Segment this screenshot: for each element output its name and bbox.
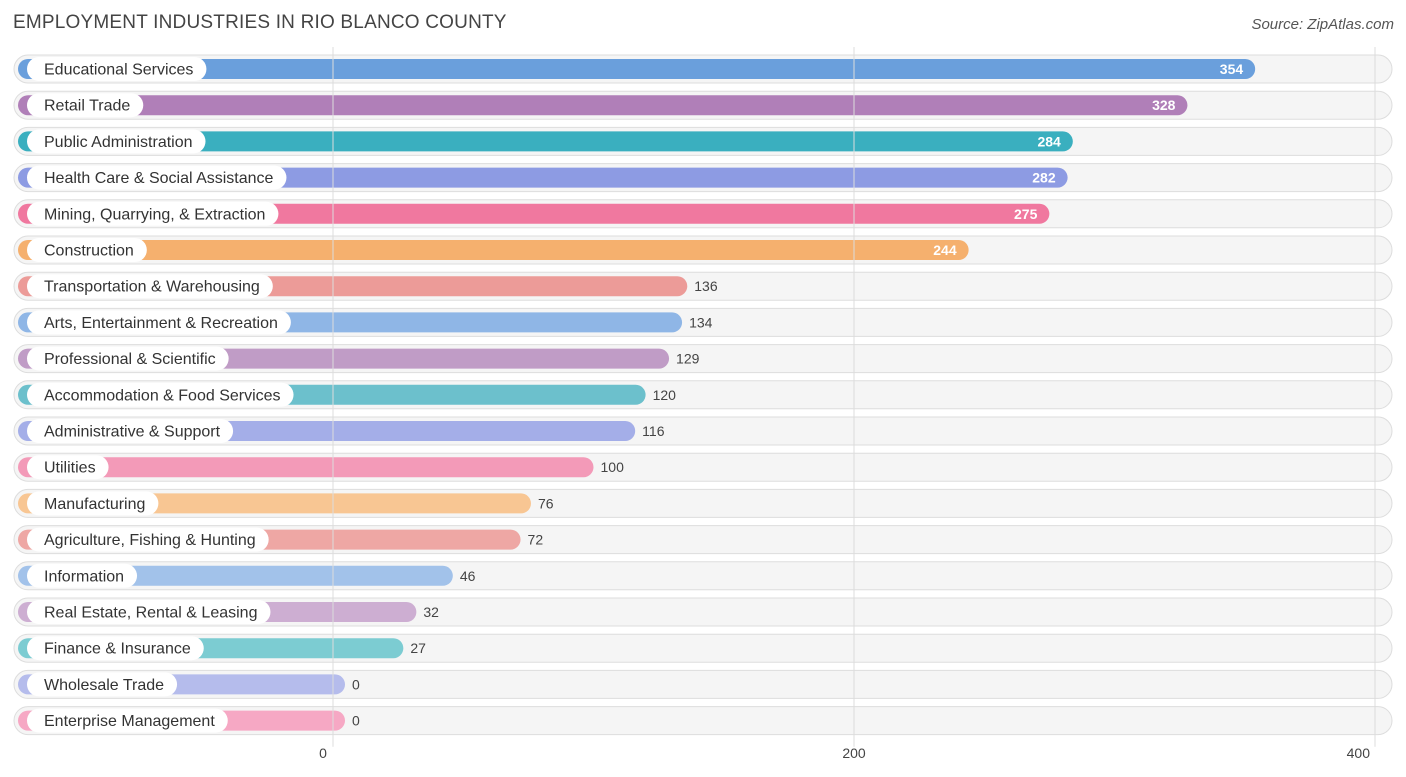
category-label: Finance & Insurance xyxy=(44,641,191,658)
category-label-pill xyxy=(27,455,109,480)
category-label-pill xyxy=(27,563,138,588)
chart-source: Source: ZipAtlas.com xyxy=(1251,16,1394,33)
category-label: Administrative & Support xyxy=(44,424,221,441)
value-label: 328 xyxy=(1152,97,1176,113)
x-tick-label: 400 xyxy=(1347,745,1371,761)
value-label: 120 xyxy=(653,387,677,403)
category-label: Professional & Scientific xyxy=(44,351,216,368)
category-label: Utilities xyxy=(44,460,96,477)
value-label: 0 xyxy=(352,676,360,692)
category-label: Accommodation & Food Services xyxy=(44,387,281,404)
row-track xyxy=(13,669,1393,699)
value-label: 27 xyxy=(410,640,426,656)
value-label: 275 xyxy=(1014,206,1038,222)
x-tick-label: 0 xyxy=(319,745,327,761)
category-label: Information xyxy=(44,568,124,585)
value-label: 282 xyxy=(1032,170,1056,186)
category-label-pill xyxy=(27,346,229,371)
value-label: 244 xyxy=(933,242,957,258)
category-label-pill xyxy=(27,527,269,552)
bar xyxy=(18,457,594,478)
bar xyxy=(18,59,1256,79)
category-label-pill xyxy=(27,201,279,226)
category-label: Health Care & Social Assistance xyxy=(44,170,274,187)
category-label-pill xyxy=(27,129,206,154)
value-label: 46 xyxy=(460,568,476,584)
category-label-pill xyxy=(27,672,178,697)
value-label: 0 xyxy=(352,713,360,729)
category-label-pill xyxy=(27,600,271,624)
value-label: 100 xyxy=(601,459,625,475)
bar xyxy=(18,95,1188,116)
category-label: Educational Services xyxy=(44,62,193,79)
category-label: Manufacturing xyxy=(44,496,145,513)
category-label: Construction xyxy=(44,243,134,260)
value-label: 116 xyxy=(642,423,665,439)
category-label-pill xyxy=(27,274,273,299)
value-label: 129 xyxy=(676,351,700,367)
category-label-pill xyxy=(27,165,287,190)
bar xyxy=(18,240,969,260)
chart-title: EMPLOYMENT INDUSTRIES IN RIO BLANCO COUN… xyxy=(13,12,507,33)
value-label: 32 xyxy=(423,604,439,620)
category-label: Transportation & Warehousing xyxy=(44,279,260,296)
category-label: Wholesale Trade xyxy=(44,677,164,694)
category-label-pill xyxy=(27,708,228,733)
value-label: 284 xyxy=(1037,133,1061,149)
category-label: Enterprise Management xyxy=(44,713,215,730)
category-label: Real Estate, Rental & Leasing xyxy=(44,605,257,622)
value-label: 72 xyxy=(528,532,544,548)
value-label: 136 xyxy=(694,278,718,294)
bar xyxy=(18,131,1073,152)
category-label-pill xyxy=(27,93,144,118)
category-label: Mining, Quarrying, & Extraction xyxy=(44,206,265,223)
category-label-pill xyxy=(27,491,159,516)
value-label: 134 xyxy=(689,314,713,330)
row-track xyxy=(13,706,1393,736)
category-label-pill xyxy=(27,382,294,407)
value-label: 354 xyxy=(1220,61,1244,77)
category-label: Arts, Entertainment & Recreation xyxy=(44,315,278,332)
category-label: Agriculture, Fishing & Hunting xyxy=(44,532,256,549)
value-label: 76 xyxy=(538,495,554,511)
category-label-pill xyxy=(27,57,207,81)
category-label-pill xyxy=(27,636,204,661)
category-label-pill xyxy=(27,238,147,262)
category-label: Retail Trade xyxy=(44,98,130,115)
category-label: Public Administration xyxy=(44,134,193,151)
category-label-pill xyxy=(27,419,234,443)
category-label-pill xyxy=(27,310,291,335)
x-tick-label: 200 xyxy=(842,745,866,761)
